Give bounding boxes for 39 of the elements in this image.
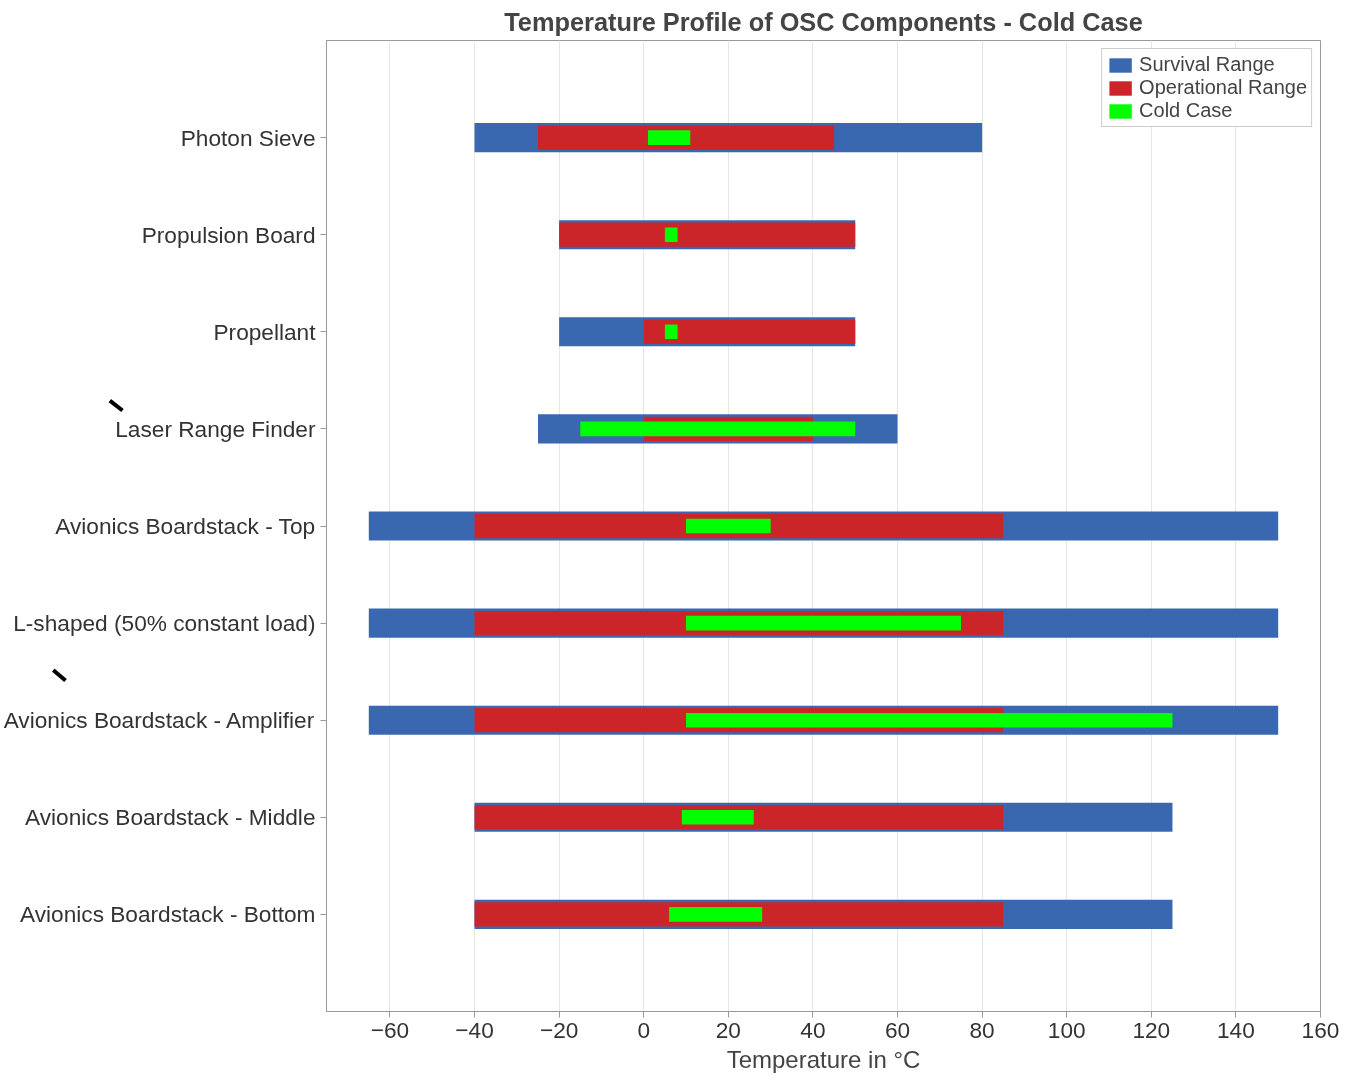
bar [686, 712, 1173, 728]
x-tick-label: 100 [1047, 1016, 1086, 1043]
bar [474, 805, 1004, 830]
y-tick-label: Avionics Boardstack - Top [55, 513, 316, 539]
y-tick-label: L-shaped (50% constant load) [13, 610, 316, 637]
chart-title: Temperature Profile of OSC Components - Cold Case [504, 7, 1143, 36]
legend-label: Cold Case [1139, 99, 1233, 122]
legend-label: Survival Range [1139, 53, 1275, 76]
bar [647, 130, 691, 145]
x-tick-label: 60 [884, 1016, 911, 1043]
bar [643, 319, 856, 344]
bar [686, 615, 961, 631]
bar [681, 810, 754, 825]
x-tick-label: 140 [1217, 1016, 1255, 1043]
x-tick-label: 80 [969, 1016, 995, 1043]
y-tick-label: Avionics Boardstack - Amplifier [3, 707, 315, 734]
legend-label: Operational Range [1139, 76, 1307, 99]
bar [580, 421, 856, 437]
y-tick-label: Laser Range Finder [115, 415, 316, 442]
x-tick-label: 40 [800, 1016, 826, 1043]
x-tick-label: −60 [370, 1016, 410, 1043]
y-tick-label: Photon Sieve [180, 124, 316, 151]
x-tick-label: −20 [539, 1016, 579, 1043]
y-tick-label: Propellant [213, 318, 317, 345]
bar [669, 907, 763, 922]
x-tick-label: 160 [1301, 1016, 1340, 1043]
bar [664, 227, 678, 242]
bar [537, 125, 835, 150]
x-tick-label: 120 [1132, 1016, 1171, 1043]
bar [664, 324, 678, 340]
y-tick-label: Propulsion Board [141, 221, 316, 248]
bar [474, 513, 1004, 539]
x-axis-title: Temperature in °C [726, 1045, 921, 1073]
y-tick-label: Avionics Boardstack - Bottom [20, 901, 316, 928]
y-tick-label: Avionics Boardstack - Middle [25, 804, 316, 831]
x-tick-label: 0 [637, 1016, 651, 1043]
x-tick-label: 20 [715, 1016, 741, 1043]
bar [686, 518, 771, 534]
x-tick-label: −40 [455, 1016, 494, 1043]
